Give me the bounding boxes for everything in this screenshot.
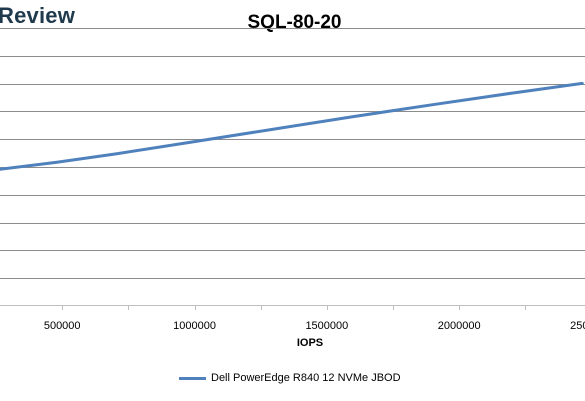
x-tick-label: 2500000 bbox=[570, 320, 585, 332]
brand-logo-text: Review bbox=[0, 3, 76, 28]
x-axis-label: IOPS bbox=[296, 337, 324, 349]
x-tick-marks bbox=[62, 305, 526, 310]
legend-label: Dell PowerEdge R840 12 NVMe JBOD bbox=[211, 372, 401, 384]
x-tick-label: 1500000 bbox=[305, 320, 348, 332]
legend: Dell PowerEdge R840 12 NVMe JBOD bbox=[179, 372, 401, 384]
series-line bbox=[0, 81, 584, 171]
chart-title: SQL-80-20 bbox=[247, 12, 342, 33]
x-tick-label: 500000 bbox=[44, 320, 81, 332]
x-tick-label: 2000000 bbox=[438, 320, 481, 332]
x-tick-labels: 500000 1000000 1500000 2000000 2500000 bbox=[44, 320, 585, 332]
gridlines bbox=[0, 28, 585, 279]
legend-swatch bbox=[179, 376, 206, 380]
x-tick-label: 1000000 bbox=[173, 320, 216, 332]
